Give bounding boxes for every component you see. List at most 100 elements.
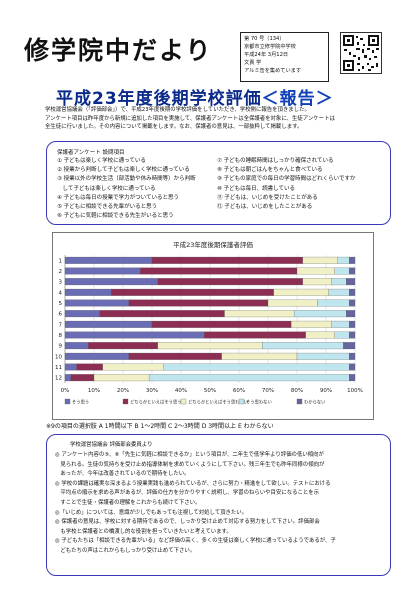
intro-line: 学校運営協議会（「評価部会」）で、平成23年度後期の学校評価をしていただき、学校… (45, 107, 310, 113)
chart-bar-segment (349, 267, 356, 275)
chart-bar-segment (337, 256, 350, 264)
chart-x-tick-label: 90% (320, 388, 332, 394)
chart-bar-segment (128, 299, 269, 307)
school-name: 京都市立修学院中学校 (244, 44, 296, 50)
chart-bar-segment (148, 374, 350, 382)
chart-bar-segment (99, 310, 225, 318)
chart-bar-segment (64, 320, 153, 328)
chart-x-tick-label: 60% (233, 388, 245, 394)
chart-bar-segment (296, 267, 335, 275)
chart-bar-segment (346, 310, 356, 318)
chart-x-tick-label: 10% (88, 388, 100, 394)
chart-bar-segment (273, 288, 330, 296)
chart-category-label: 1 (59, 258, 63, 264)
chart-bar-segment (305, 331, 335, 339)
chart-bar-segment (349, 256, 356, 264)
chart-category-label: 5 (59, 301, 63, 307)
comment-line: ◎ 子どもたちは「相談できる先輩がいる」など評価の高く、多くの生徒は楽しく学校に… (55, 538, 336, 545)
chart-bar-segment (64, 256, 153, 264)
chart-bar-segment (140, 267, 298, 275)
chart-bar-segment (334, 331, 350, 339)
chart-category-label: 9 (59, 344, 63, 350)
chart-bar-segment (317, 299, 350, 307)
intro-paragraph: 学校運営協議会（「評価部会」）で、平成23年度後期の学校評価をしていただき、学校… (45, 106, 390, 132)
comment-line: 平均点の順示を求める声があるが、評価の仕方を分かりやすく説明し、学習のねらいや目… (55, 490, 320, 497)
chart-category-label: 3 (59, 280, 63, 286)
chart-legend-label: わからない (304, 399, 325, 406)
chart-x-tick-label: 80% (291, 388, 303, 394)
report-headline: 平成23年度後期学校評価＜報告＞ (56, 84, 334, 109)
comments-heading: 学校運営協議会 評価部会委員より (70, 442, 153, 448)
chart-category-label: 6 (59, 312, 63, 318)
chart-x-tick-label: 0% (61, 388, 70, 394)
comments-list: ◎ アンケート内容の⑤、⑥「先生に気軽に相談できるか」という項目が、二年生で低学… (55, 451, 385, 557)
chart-x-tick-label: 100% (347, 388, 363, 394)
chart-bar-segment (204, 331, 306, 339)
question-item: ⑥ 子どもに気軽に相談できる先生がいると思う (57, 213, 174, 220)
comment-line: どもたちの声はこれからもしっかり受け止めて下さい。 (55, 547, 196, 554)
footnote: ※9の項目の選択肢 A 1時間以下 B 1～2時間 C 2～3時間 D 3時間以… (46, 423, 274, 430)
chart-title: 平成23年度後期保護者評価 (173, 240, 253, 249)
chart-bar-segment (262, 342, 344, 350)
chart-legend-label: どちらかといえばそう思う (130, 399, 182, 406)
question-item: ⑤ 子どもに相談できる先輩がいると思う (57, 204, 158, 211)
headline-main: 平成23年度後期学校評価 (56, 89, 262, 109)
chart-x-tick-label: 50% (204, 388, 216, 394)
chart-legend-swatch (122, 398, 129, 405)
committee-comments-box: 学校運営協議会 評価部会委員より ◎ アンケート内容の⑤、⑥「先生に気軽に相談で… (46, 434, 391, 576)
chart-bar-segment (64, 299, 129, 307)
chart-category-label: 8 (59, 333, 63, 339)
chart-bar-segment (328, 288, 350, 296)
chart-bar-segment (349, 374, 356, 382)
chart-bar-segment (343, 342, 356, 350)
questionnaire-box: 保護者アンケート 設問項目 ① 子どもは楽しく学校に通っている ② 授業から判断… (46, 141, 391, 225)
question-list-left: ① 子どもは楽しく学校に通っている ② 授業から判断して子どもは楽しく学校に通っ… (57, 157, 196, 221)
chart-bar-segment (88, 342, 158, 350)
issue-number: 第 70 号（134） (244, 36, 285, 42)
chart-bar-segment (111, 288, 274, 296)
question-item: ⑫ 子どもは、いじめをしたことがある (217, 204, 313, 211)
comment-line: 見られる。生徒の気持ちを受け止め指導体制を求めていくようにして下さい。残三年生で… (55, 461, 325, 468)
chart-bar-segment (267, 299, 318, 307)
chart-bar-segment (64, 342, 89, 350)
chart-bar-segment (64, 352, 129, 360)
question-item: ③ 授業以外の学校生活（部活動や休み時間等）から判断 (57, 176, 196, 183)
comment-line: ◎ 学校の課題は確実な深まるよう授業実践も進められているが、さらに努力・精進をし… (55, 480, 331, 487)
chart-bar-segment (293, 310, 347, 318)
chart-bar-segment (93, 374, 150, 382)
collection-note: アルミ缶を集めています (244, 68, 302, 74)
chart-bar-segment (64, 267, 141, 275)
chart-legend-label: どちらかといえばそう思わない (188, 399, 248, 406)
chart-bar-segment (64, 374, 71, 382)
chart-bar-segment (70, 374, 95, 382)
chart-category-label: 10 (55, 354, 62, 360)
chart-legend-swatch (296, 398, 303, 405)
chart-bar-segment (128, 352, 222, 360)
chart-bar-segment (64, 310, 100, 318)
chart-x-tick-label: 20% (117, 388, 129, 394)
comment-line: すことで生徒・保護者の理解をこれからも続けて下さい。 (55, 499, 201, 506)
chart-bar-segment (331, 320, 350, 328)
chart-bar-segment (349, 288, 356, 296)
chart-bar-segment (331, 278, 347, 286)
chart-legend-swatch (238, 398, 245, 405)
chart-bar-segment (334, 267, 350, 275)
question-item: ② 授業から判断して子どもは楽しく学校に通っている (57, 167, 190, 174)
chart-bar-segment (64, 288, 112, 296)
chart-category-label: 12 (55, 376, 62, 382)
issue-info-box: 第 70 号（134） 京都市立修学院中学校 平成24年 3月12日 文責 学 … (240, 32, 329, 82)
intro-line: 全生徒に行いました。その内容について掲載をします。なお、保護者の意見は、一部抜粋… (45, 124, 303, 130)
chart-bar-segment (157, 278, 303, 286)
chart-bar-segment (102, 363, 164, 371)
chart-bar-segment (221, 352, 298, 360)
question-item: ⑨ 子どもの家庭での毎日の学習時間はどれくらいですか (217, 176, 356, 183)
comment-line: も学校と保護者との橋渡し的な役割を担っていきたいと考えています。 (55, 528, 232, 535)
chart-bar-segment (349, 331, 356, 339)
chart-bar-segment (291, 320, 332, 328)
chart-legend-swatch (64, 398, 71, 405)
newsletter-title: 修学院中だより (24, 36, 213, 65)
chart-bar-segment (64, 331, 205, 339)
question-item: して子どもは楽しく学校に通っている (57, 185, 156, 192)
chart-x-tick-label: 70% (262, 388, 274, 394)
question-item: ⑦ 子どもの睡眠時間はしっかり確保されている (217, 158, 334, 164)
